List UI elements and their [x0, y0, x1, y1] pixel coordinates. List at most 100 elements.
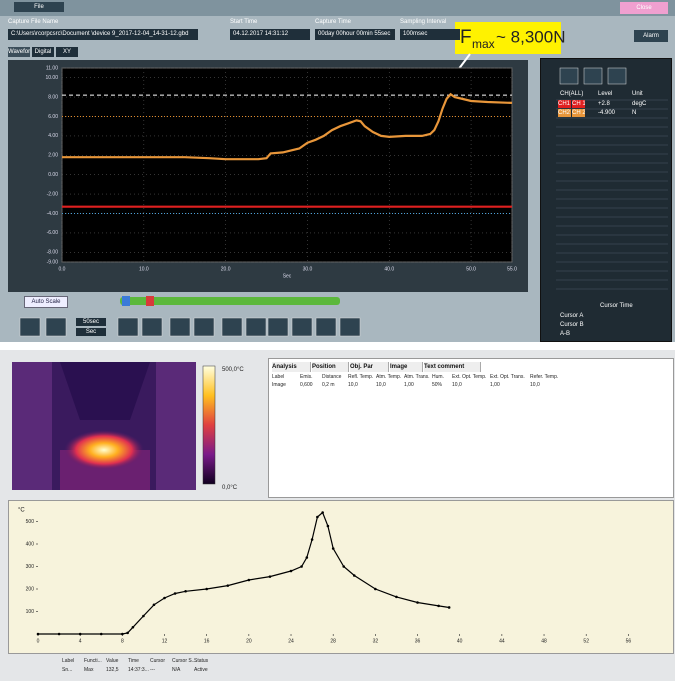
data-point [374, 588, 377, 591]
status-header: Cursor [150, 657, 174, 665]
x-tick-label: 52 [583, 638, 589, 644]
data-point [121, 633, 124, 636]
x-tick-label: 50.0 [466, 266, 476, 272]
colorbar-max: 500,0°C [222, 366, 262, 374]
x-tick-label: 30.0 [303, 266, 313, 272]
tab[interactable]: Waveform [8, 47, 30, 57]
time-unit: Sec [76, 328, 106, 336]
data-point [37, 633, 40, 636]
x-tick-label: 0.0 [59, 266, 66, 272]
file-button[interactable]: File [14, 2, 64, 12]
tab[interactable]: Digital [32, 47, 54, 57]
table-header[interactable]: Cursor Time [600, 302, 660, 310]
data-point [126, 632, 129, 635]
level-cell: CH 2 [572, 109, 585, 117]
table-header[interactable]: Unit [632, 90, 668, 98]
y-tick-label: 300 [26, 564, 35, 570]
level-cell: -4.900 [598, 109, 628, 117]
level-cell: CH1 [558, 100, 571, 108]
y-tick-label: 4.00 [48, 133, 58, 139]
data-point [174, 592, 177, 595]
data-point [353, 574, 356, 577]
y-tick-label: 2.00 [48, 153, 58, 159]
x-tick-label: 16 [204, 638, 210, 644]
field-value: 100msec [400, 29, 460, 40]
data-point [416, 601, 419, 604]
x-tick-label: 32 [373, 638, 379, 644]
table-header[interactable]: CH(ALL) [560, 90, 596, 98]
y-tick-label: 0.00 [48, 172, 58, 178]
tab[interactable]: Image [390, 362, 423, 372]
param-header: Ext. Opt. Temp. [452, 374, 492, 381]
data-point [290, 570, 293, 573]
status-cell: Sn... [62, 666, 86, 674]
x-tick-label: 24 [288, 638, 294, 644]
tab[interactable]: Analysis [272, 362, 311, 372]
y-tick-label: 500 [26, 519, 35, 525]
annotation-rest: ~ 8,300N [496, 27, 565, 46]
data-point [437, 605, 440, 608]
level-cell: CH2 [558, 109, 571, 117]
status-cell: 132,5 [106, 666, 130, 674]
table-header[interactable]: Level [598, 90, 634, 98]
alarm-button[interactable]: Alarm [634, 30, 668, 42]
cursor-row: A-B [560, 330, 600, 338]
x-tick-label: 55.0 [507, 266, 517, 272]
x-tick-label: 40 [457, 638, 463, 644]
status-header: Cursor S... [172, 657, 196, 665]
colorbar [203, 366, 215, 484]
data-point [100, 633, 103, 636]
data-point [205, 588, 208, 591]
tab[interactable]: Obj. Par [350, 362, 389, 372]
data-point [248, 579, 251, 582]
y-tick-label: -8.00 [47, 250, 59, 256]
tab[interactable]: Text comment [424, 362, 481, 372]
cursor-row: Cursor A [560, 312, 600, 320]
status-header: Functi... [84, 657, 108, 665]
y-tick-label: 200 [26, 586, 35, 592]
close-button[interactable]: Close [620, 2, 668, 14]
scroll-bar [120, 296, 340, 306]
level-cell: +2.8 [598, 100, 628, 108]
param-header: Refer. Temp. [530, 374, 570, 381]
x-tick-label: 10.0 [139, 266, 149, 272]
level-cell: CH 1 [572, 100, 585, 108]
field-value: C:\Users\rcorpcsrc\Document \device 9_20… [8, 29, 198, 40]
thermal-image [12, 362, 196, 490]
y-tick-label: 11.00 [46, 65, 58, 71]
field-value: 00day 00hour 00min 55sec [315, 29, 395, 40]
data-point [321, 511, 324, 514]
status-cell: 14:37:3... [128, 666, 152, 674]
status-cell: Active [194, 666, 218, 674]
data-point [316, 516, 319, 519]
data-point [448, 606, 451, 609]
x-tick-label: 36 [415, 638, 421, 644]
status-header: Time [128, 657, 152, 665]
data-point [300, 565, 303, 568]
data-point [184, 590, 187, 593]
data-point [395, 596, 398, 599]
level-cell: degC [632, 100, 662, 108]
status-cell: N/A [172, 666, 196, 674]
x-tick-label: 0 [37, 638, 40, 644]
field-value: 04.12.2017 14:31:12 [230, 29, 310, 40]
data-point [79, 633, 82, 636]
status-header: Label [62, 657, 86, 665]
x-tick-label: 20.0 [221, 266, 231, 272]
y-tick-label: -4.00 [47, 211, 59, 217]
y-tick-label: -6.00 [47, 230, 59, 236]
auto-scale-button[interactable]: Auto Scale [24, 296, 68, 308]
y-tick-label: -9.00 [47, 259, 59, 265]
tab[interactable]: Position [312, 362, 349, 372]
status-header: Value [106, 657, 130, 665]
x-tick-label: 48 [541, 638, 547, 644]
data-point [163, 597, 166, 600]
y-tick-label: 100 [26, 609, 35, 615]
data-point [226, 584, 229, 587]
x-tick-label: 4 [79, 638, 82, 644]
status-header: Status [194, 657, 218, 665]
tab[interactable]: XY [56, 47, 78, 57]
data-point [342, 565, 345, 568]
y-tick-label: 400 [26, 541, 35, 547]
x-tick-label: 28 [330, 638, 336, 644]
